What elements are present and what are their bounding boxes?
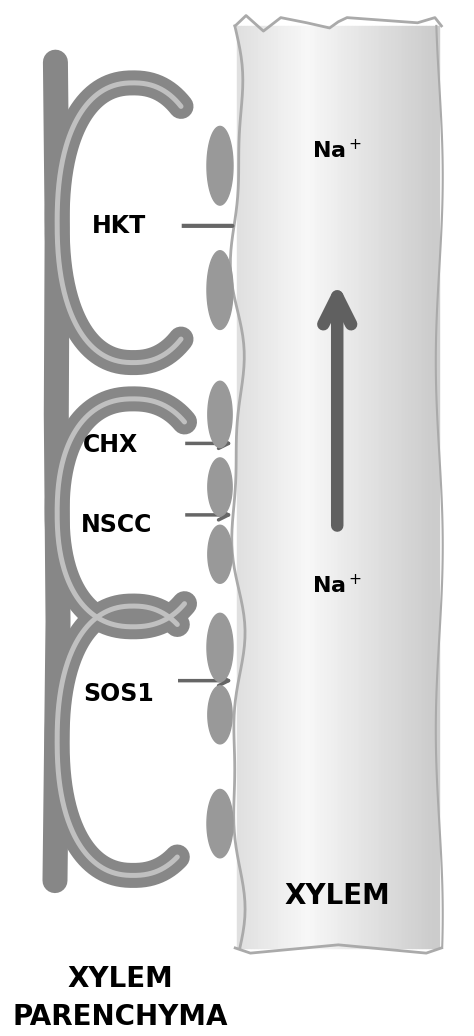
Bar xyxy=(335,26,338,948)
Bar xyxy=(352,26,355,948)
Bar xyxy=(332,26,335,948)
Bar xyxy=(436,26,439,948)
Bar xyxy=(358,26,362,948)
Bar xyxy=(369,26,372,948)
Bar xyxy=(288,26,291,948)
Bar xyxy=(305,26,308,948)
Bar xyxy=(298,26,301,948)
Bar xyxy=(379,26,382,948)
Bar xyxy=(338,26,342,948)
Bar xyxy=(372,26,375,948)
Bar xyxy=(291,26,294,948)
Bar xyxy=(261,26,264,948)
Bar xyxy=(301,26,305,948)
Text: XYLEM: XYLEM xyxy=(284,882,390,911)
Bar xyxy=(308,26,311,948)
Bar xyxy=(281,26,284,948)
Bar xyxy=(264,26,268,948)
Bar xyxy=(257,26,261,948)
Polygon shape xyxy=(208,686,232,744)
Bar xyxy=(429,26,433,948)
Bar xyxy=(348,26,352,948)
Bar xyxy=(409,26,412,948)
Bar xyxy=(362,26,365,948)
Bar xyxy=(385,26,389,948)
Bar xyxy=(321,26,325,948)
Bar xyxy=(392,26,395,948)
Bar xyxy=(412,26,416,948)
Polygon shape xyxy=(57,606,177,875)
Bar xyxy=(254,26,257,948)
Polygon shape xyxy=(208,381,232,448)
Bar xyxy=(355,26,358,948)
Bar xyxy=(395,26,399,948)
Bar xyxy=(244,26,247,948)
Bar xyxy=(342,26,345,948)
Bar xyxy=(382,26,385,948)
Bar xyxy=(237,26,241,948)
Polygon shape xyxy=(207,789,233,858)
Bar xyxy=(345,26,348,948)
Bar xyxy=(402,26,406,948)
Text: XYLEM: XYLEM xyxy=(67,965,173,994)
Polygon shape xyxy=(57,399,184,627)
Polygon shape xyxy=(208,458,232,516)
Bar xyxy=(247,26,251,948)
Text: HKT: HKT xyxy=(92,213,146,238)
Bar xyxy=(311,26,315,948)
Bar xyxy=(315,26,318,948)
Bar xyxy=(274,26,278,948)
Bar xyxy=(271,26,274,948)
Bar xyxy=(419,26,422,948)
Text: Na$^+$: Na$^+$ xyxy=(312,574,362,597)
Polygon shape xyxy=(208,525,232,583)
Bar xyxy=(365,26,369,948)
Bar xyxy=(284,26,288,948)
Bar xyxy=(399,26,402,948)
Bar xyxy=(268,26,271,948)
Bar xyxy=(278,26,281,948)
Bar xyxy=(241,26,244,948)
Bar xyxy=(389,26,392,948)
Text: PARENCHYMA: PARENCHYMA xyxy=(12,1003,228,1032)
Bar xyxy=(375,26,379,948)
Bar xyxy=(416,26,419,948)
Text: CHX: CHX xyxy=(83,433,138,458)
Polygon shape xyxy=(57,83,181,363)
Polygon shape xyxy=(207,126,233,205)
Polygon shape xyxy=(207,613,233,682)
Bar xyxy=(406,26,409,948)
Bar xyxy=(426,26,429,948)
Polygon shape xyxy=(207,251,233,329)
Bar xyxy=(318,26,321,948)
Bar xyxy=(433,26,436,948)
Bar xyxy=(325,26,328,948)
Text: Na$^+$: Na$^+$ xyxy=(312,139,362,162)
Bar xyxy=(251,26,254,948)
Bar xyxy=(422,26,426,948)
Text: SOS1: SOS1 xyxy=(83,682,154,707)
Text: NSCC: NSCC xyxy=(81,513,153,538)
Bar xyxy=(294,26,298,948)
Bar xyxy=(328,26,332,948)
